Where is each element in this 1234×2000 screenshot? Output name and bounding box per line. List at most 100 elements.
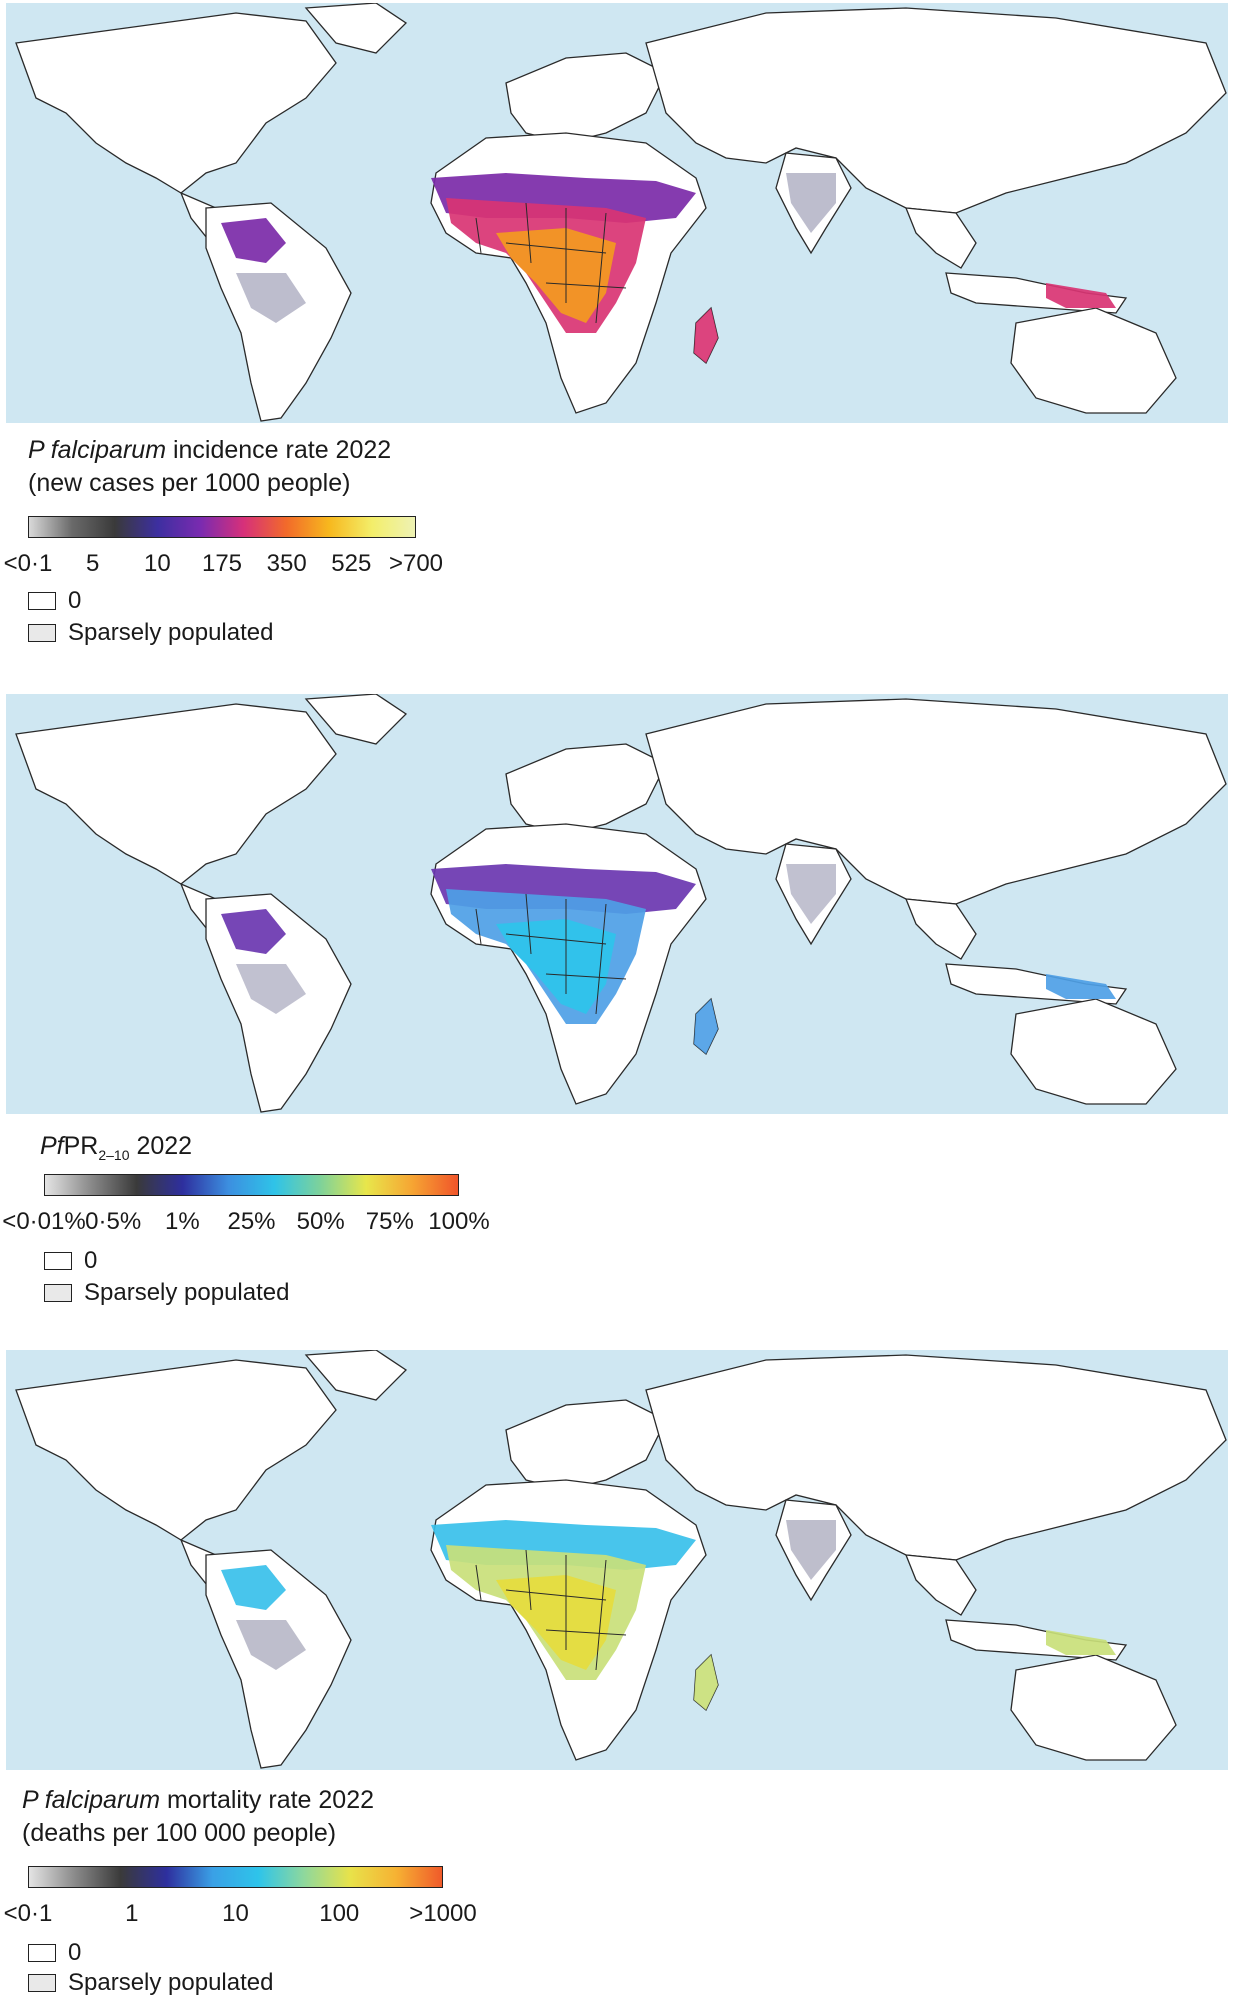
endemic-zone-mid — [1046, 974, 1116, 999]
zero-swatch — [44, 1252, 72, 1270]
tick-label: 75% — [365, 1208, 414, 1235]
title-rest: mortality rate 2022 — [160, 1786, 375, 1814]
tick-label: 0·5% — [85, 1208, 142, 1235]
title-prevalence: PfPR2–10 2022 — [40, 1130, 192, 1172]
title-line2: (new cases per 1000 people) — [28, 469, 351, 497]
map-mortality — [6, 1350, 1228, 1770]
landmass-greenland — [304, 694, 408, 745]
endemic-zone-vlow — [786, 864, 836, 924]
landmass-europe — [505, 52, 667, 144]
country-border — [595, 212, 607, 324]
zero-swatch — [28, 592, 56, 610]
landmass-australia — [1010, 1654, 1177, 1761]
landmass-northAmerica — [15, 1359, 337, 1541]
colorbar-prevalence — [44, 1174, 459, 1196]
title-rest: PR — [63, 1132, 99, 1160]
world-map-mortality — [6, 1350, 1228, 1770]
endemic-zone-vlow — [236, 1620, 306, 1670]
endemic-zone-vlow — [786, 173, 836, 233]
landmass-northAmerica — [15, 703, 337, 885]
country-border — [545, 1629, 627, 1636]
endemic-zone-low — [221, 909, 286, 954]
endemic-zone-vlow — [236, 964, 306, 1014]
country-border — [505, 1589, 607, 1601]
tick-label: 1% — [164, 1208, 200, 1235]
country-border — [475, 908, 482, 945]
legend-sparse-label: Sparsely populated — [84, 1279, 290, 1306]
landmass-asia — [645, 1354, 1227, 1561]
legend-sparse-row: Sparsely populated — [44, 1278, 289, 1308]
landmass-australia — [1010, 998, 1177, 1105]
ticks-incidence: <0·1 5 10 175 350 525 >700 — [4, 550, 443, 580]
title-italic: P falciparum — [28, 436, 167, 464]
tick-label: <0·01% — [2, 1208, 86, 1235]
endemic-zone-high — [496, 919, 616, 1014]
endemic-zone-vlow — [236, 273, 306, 323]
title-line2: (deaths per 100 000 people) — [22, 1819, 337, 1847]
endemic-zone-mid — [694, 1655, 718, 1710]
endemic-zone-vlow — [786, 1520, 836, 1580]
tick-label: 10 — [222, 1900, 249, 1927]
legend-zero-label: 0 — [68, 1939, 82, 1966]
endemic-zone-mid — [694, 999, 718, 1054]
tick-label: 50% — [296, 1208, 345, 1235]
landmass-asia — [645, 698, 1227, 905]
tick-label: 10 — [143, 550, 171, 577]
tick-label: >700 — [388, 550, 444, 577]
legend-zero-label: 0 — [68, 587, 82, 614]
map-prevalence — [6, 694, 1228, 1114]
landmass-europe — [505, 743, 667, 835]
tick-label: 100% — [428, 1208, 490, 1235]
landmass-northAmerica — [15, 12, 337, 194]
tick-label: <0·1 — [3, 550, 53, 577]
legend-sparse-row: Sparsely populated — [28, 1968, 273, 1998]
endemic-zone-mid — [1046, 1630, 1116, 1655]
tick-label: 5 — [85, 550, 100, 577]
endemic-zone-mid — [1046, 283, 1116, 308]
endemic-zone-mid — [694, 308, 718, 363]
country-border — [525, 893, 532, 955]
country-border — [505, 933, 607, 945]
title-incidence: P falciparum incidence rate 2022 (new ca… — [28, 434, 391, 500]
country-border — [475, 1564, 482, 1601]
legend-sparse-row: Sparsely populated — [28, 618, 273, 648]
sparse-swatch — [28, 624, 56, 642]
endemic-zone-high — [496, 1575, 616, 1670]
country-border — [595, 1559, 607, 1671]
tick-label: 350 — [266, 550, 307, 577]
landmass-europe — [505, 1399, 667, 1491]
tick-label: <0·1 — [3, 1900, 53, 1927]
country-border — [545, 282, 627, 289]
sparse-swatch — [44, 1284, 72, 1302]
legend-zero-row: 0 — [28, 586, 81, 616]
tick-label: 25% — [227, 1208, 276, 1235]
title-rest: incidence rate 2022 — [166, 436, 392, 464]
legend-zero-row: 0 — [44, 1246, 97, 1276]
title-italic: P falciparum — [22, 1786, 161, 1814]
colorbar-incidence — [28, 516, 416, 538]
country-border — [525, 1549, 532, 1611]
landmass-greenland — [304, 3, 408, 54]
landmass-seAsia — [904, 898, 977, 960]
country-border — [595, 903, 607, 1015]
tick-label: 525 — [331, 550, 372, 577]
title-mortality: P falciparum mortality rate 2022 (deaths… — [22, 1784, 374, 1850]
zero-swatch — [28, 1944, 56, 1962]
country-border — [525, 202, 532, 264]
endemic-zone-low — [221, 218, 286, 263]
tick-label: 100 — [319, 1900, 360, 1927]
ticks-prevalence: <0·01% 0·5% 1% 25% 50% 75% 100% — [2, 1208, 489, 1238]
title-tail: 2022 — [129, 1132, 193, 1160]
landmass-seAsia — [904, 207, 977, 269]
title-italic: Pf — [40, 1132, 64, 1160]
world-map-prevalence — [6, 694, 1228, 1114]
map-incidence — [6, 3, 1228, 423]
country-border — [545, 973, 627, 980]
legend-zero-row: 0 — [28, 1938, 81, 1968]
endemic-zone-low — [221, 1565, 286, 1610]
landmass-australia — [1010, 307, 1177, 414]
colorbar-mortality — [28, 1866, 443, 1888]
legend-sparse-label: Sparsely populated — [68, 619, 274, 646]
landmass-greenland — [304, 1350, 408, 1401]
legend-sparse-label: Sparsely populated — [68, 1969, 274, 1996]
